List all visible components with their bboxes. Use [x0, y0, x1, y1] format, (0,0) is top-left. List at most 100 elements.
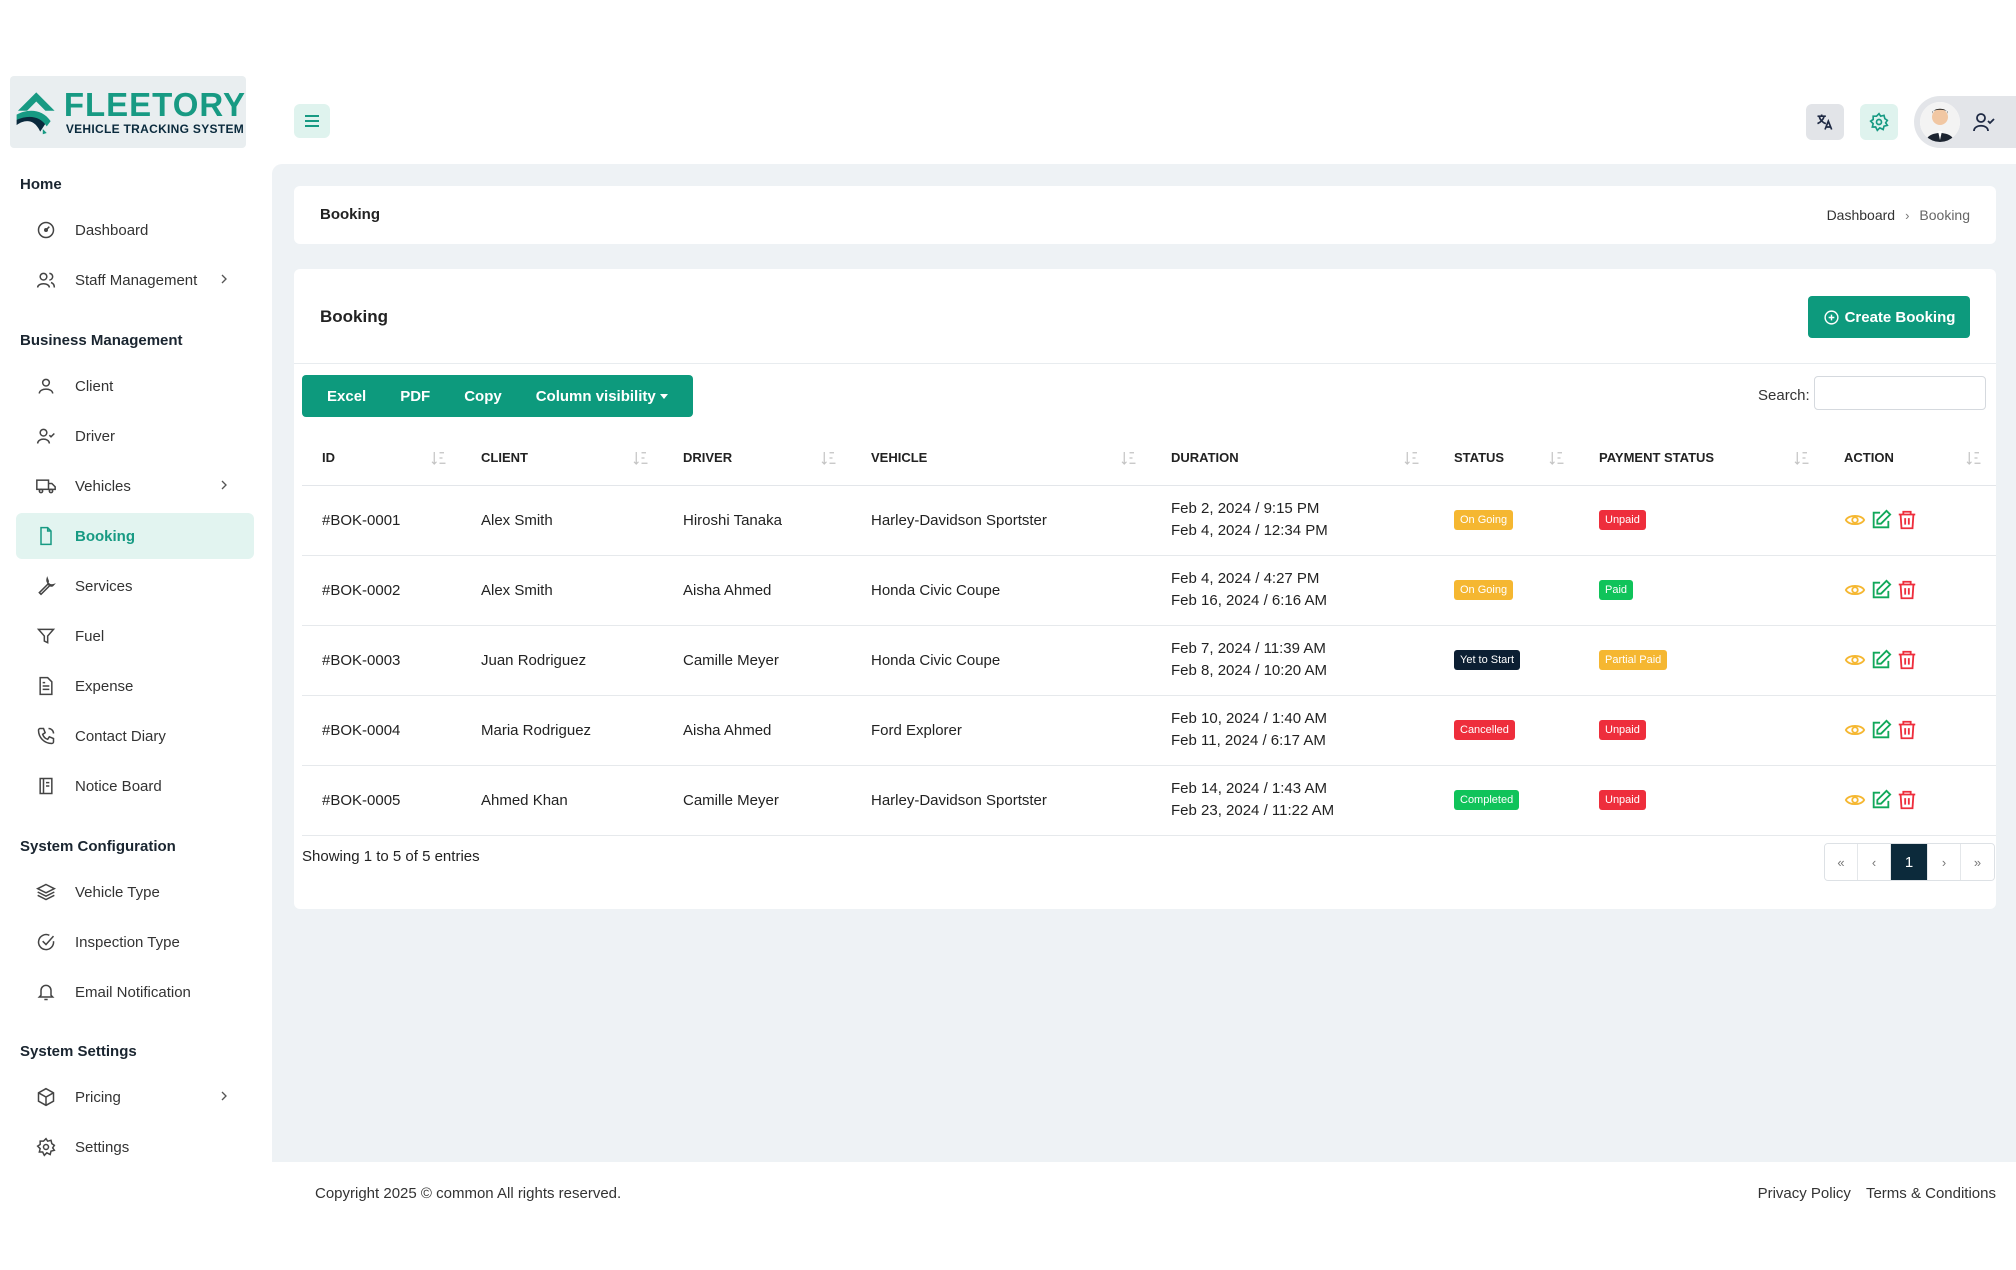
- view-icon[interactable]: [1844, 579, 1866, 601]
- sidebar-item-inspection-type[interactable]: Inspection Type: [16, 919, 254, 965]
- sidebar-item-vehicle-type[interactable]: Vehicle Type: [16, 869, 254, 915]
- edit-icon[interactable]: [1870, 509, 1892, 531]
- gear-icon: [1869, 112, 1889, 132]
- menu-toggle-button[interactable]: [294, 104, 330, 138]
- user-menu[interactable]: [1914, 96, 2016, 148]
- column-header[interactable]: STATUS: [1434, 431, 1579, 486]
- driver-name: Camille Meyer: [663, 765, 851, 836]
- page-title: Booking: [320, 206, 380, 223]
- column-header-label: PAYMENT STATUS: [1599, 450, 1715, 466]
- sidebar-item-fuel[interactable]: Fuel: [16, 613, 254, 659]
- column-header[interactable]: DRIVER: [663, 431, 851, 486]
- sidebar-item-label: Fuel: [75, 627, 105, 645]
- plus-circle-icon: [1823, 309, 1839, 325]
- sidebar-item-contact-diary[interactable]: Contact Diary: [16, 713, 254, 759]
- sidebar-item-label: Services: [75, 577, 133, 595]
- sidebar-item-label: Staff Management: [75, 271, 198, 289]
- phone-icon: [36, 726, 56, 746]
- sidebar-item-label: Inspection Type: [75, 933, 180, 951]
- sidebar-item-expense[interactable]: Expense: [16, 663, 254, 709]
- page-1-button[interactable]: 1: [1891, 844, 1928, 880]
- sidebar-item-pricing[interactable]: Pricing: [16, 1074, 254, 1120]
- language-button[interactable]: [1806, 104, 1844, 140]
- create-booking-button[interactable]: Create Booking: [1808, 296, 1970, 338]
- privacy-policy-link[interactable]: Privacy Policy: [1757, 1185, 1851, 1202]
- view-icon[interactable]: [1844, 509, 1866, 531]
- sidebar-item-client[interactable]: Client: [16, 363, 254, 409]
- delete-icon[interactable]: [1896, 789, 1918, 811]
- sidebar-item-services[interactable]: Services: [16, 563, 254, 609]
- booking-table: ID CLIENT DRIVER VEHICLE DURATION STATUS PAYME…: [302, 431, 1996, 836]
- copyright-text: Copyright 2025 © common All rights reser…: [315, 1185, 622, 1202]
- status-badge: On Going: [1454, 580, 1514, 600]
- pdf-button[interactable]: PDF: [400, 387, 431, 405]
- action-cell: [1824, 485, 1996, 556]
- avatar: [1920, 102, 1960, 142]
- prev-page-button[interactable]: ‹: [1858, 844, 1891, 880]
- duration-end: Feb 8, 2024 / 10:20 AM: [1171, 662, 1327, 679]
- column-header[interactable]: PAYMENT STATUS: [1579, 431, 1824, 486]
- excel-button[interactable]: Excel: [327, 387, 367, 405]
- sidebar-item-vehicles[interactable]: Vehicles: [16, 463, 254, 509]
- view-icon[interactable]: [1844, 789, 1866, 811]
- action-cell: [1824, 695, 1996, 766]
- duration-end: Feb 23, 2024 / 11:22 AM: [1171, 802, 1335, 819]
- sidebar-item-dashboard[interactable]: Dashboard: [16, 207, 254, 253]
- status-cell: On Going: [1434, 485, 1579, 556]
- column-visibility-button[interactable]: Column visibility: [519, 388, 685, 405]
- delete-icon[interactable]: [1896, 719, 1918, 741]
- sidebar-item-email-notification[interactable]: Email Notification: [16, 969, 254, 1015]
- user-check-icon: [1973, 113, 1995, 132]
- sidebar-item-notice-board[interactable]: Notice Board: [16, 763, 254, 809]
- sidebar-item-settings[interactable]: Settings: [16, 1124, 254, 1170]
- view-icon[interactable]: [1844, 719, 1866, 741]
- sidebar-item-staff-management[interactable]: Staff Management: [16, 257, 254, 303]
- brand-logo[interactable]: FLEETORY VEHICLE TRACKING SYSTEM: [10, 76, 246, 148]
- section-home: Home: [20, 176, 62, 193]
- translate-icon: [1817, 114, 1833, 130]
- booking-id: #BOK-0003: [302, 625, 461, 696]
- last-page-button[interactable]: »: [1961, 844, 1994, 880]
- column-header[interactable]: ID: [302, 431, 461, 486]
- payment-status-cell: Partial Paid: [1579, 625, 1824, 696]
- first-page-button[interactable]: «: [1825, 844, 1858, 880]
- copy-button[interactable]: Copy: [464, 387, 502, 405]
- section-system-settings: System Settings: [20, 1043, 137, 1060]
- column-header[interactable]: CLIENT: [461, 431, 663, 486]
- sidebar-item-driver[interactable]: Driver: [16, 413, 254, 459]
- payment-status-cell: Unpaid: [1579, 695, 1824, 766]
- settings-button[interactable]: [1860, 104, 1898, 140]
- brand-tagline: VEHICLE TRACKING SYSTEM: [65, 122, 245, 136]
- duration-start: Feb 14, 2024 / 1:43 AM: [1171, 780, 1327, 797]
- chevron-right-icon: [216, 477, 232, 493]
- column-header[interactable]: VEHICLE: [851, 431, 1151, 486]
- action-cell: [1824, 555, 1996, 626]
- delete-icon[interactable]: [1896, 579, 1918, 601]
- topbar-actions: [1806, 96, 2016, 148]
- edit-icon[interactable]: [1870, 789, 1892, 811]
- delete-icon[interactable]: [1896, 649, 1918, 671]
- client-name: Juan Rodriguez: [461, 625, 663, 696]
- duration-cell: Feb 4, 2024 / 4:27 PM Feb 16, 2024 / 6:16…: [1151, 555, 1434, 626]
- sidebar-item-booking[interactable]: Booking: [16, 513, 254, 559]
- edit-icon[interactable]: [1870, 649, 1892, 671]
- search-input[interactable]: [1814, 376, 1986, 410]
- next-page-button[interactable]: ›: [1928, 844, 1961, 880]
- vehicle-name: Harley-Davidson Sportster: [851, 765, 1151, 836]
- payment-status-badge: Unpaid: [1599, 510, 1646, 530]
- vehicle-name: Ford Explorer: [851, 695, 1151, 766]
- terms-link[interactable]: Terms & Conditions: [1865, 1185, 1996, 1202]
- column-header[interactable]: DURATION: [1151, 431, 1434, 486]
- edit-icon[interactable]: [1870, 579, 1892, 601]
- duration-start: Feb 2, 2024 / 9:15 PM: [1171, 500, 1320, 517]
- edit-icon[interactable]: [1870, 719, 1892, 741]
- breadcrumb-home-link[interactable]: Dashboard: [1826, 207, 1896, 223]
- booking-id: #BOK-0004: [302, 695, 461, 766]
- duration-cell: Feb 2, 2024 / 9:15 PM Feb 4, 2024 / 12:34…: [1151, 485, 1434, 556]
- column-header[interactable]: ACTION: [1824, 431, 1996, 486]
- status-badge: Yet to Start: [1454, 650, 1521, 670]
- booking-id: #BOK-0001: [302, 485, 461, 556]
- view-icon[interactable]: [1844, 649, 1866, 671]
- sidebar-item-label: Email Notification: [75, 983, 191, 1001]
- delete-icon[interactable]: [1896, 509, 1918, 531]
